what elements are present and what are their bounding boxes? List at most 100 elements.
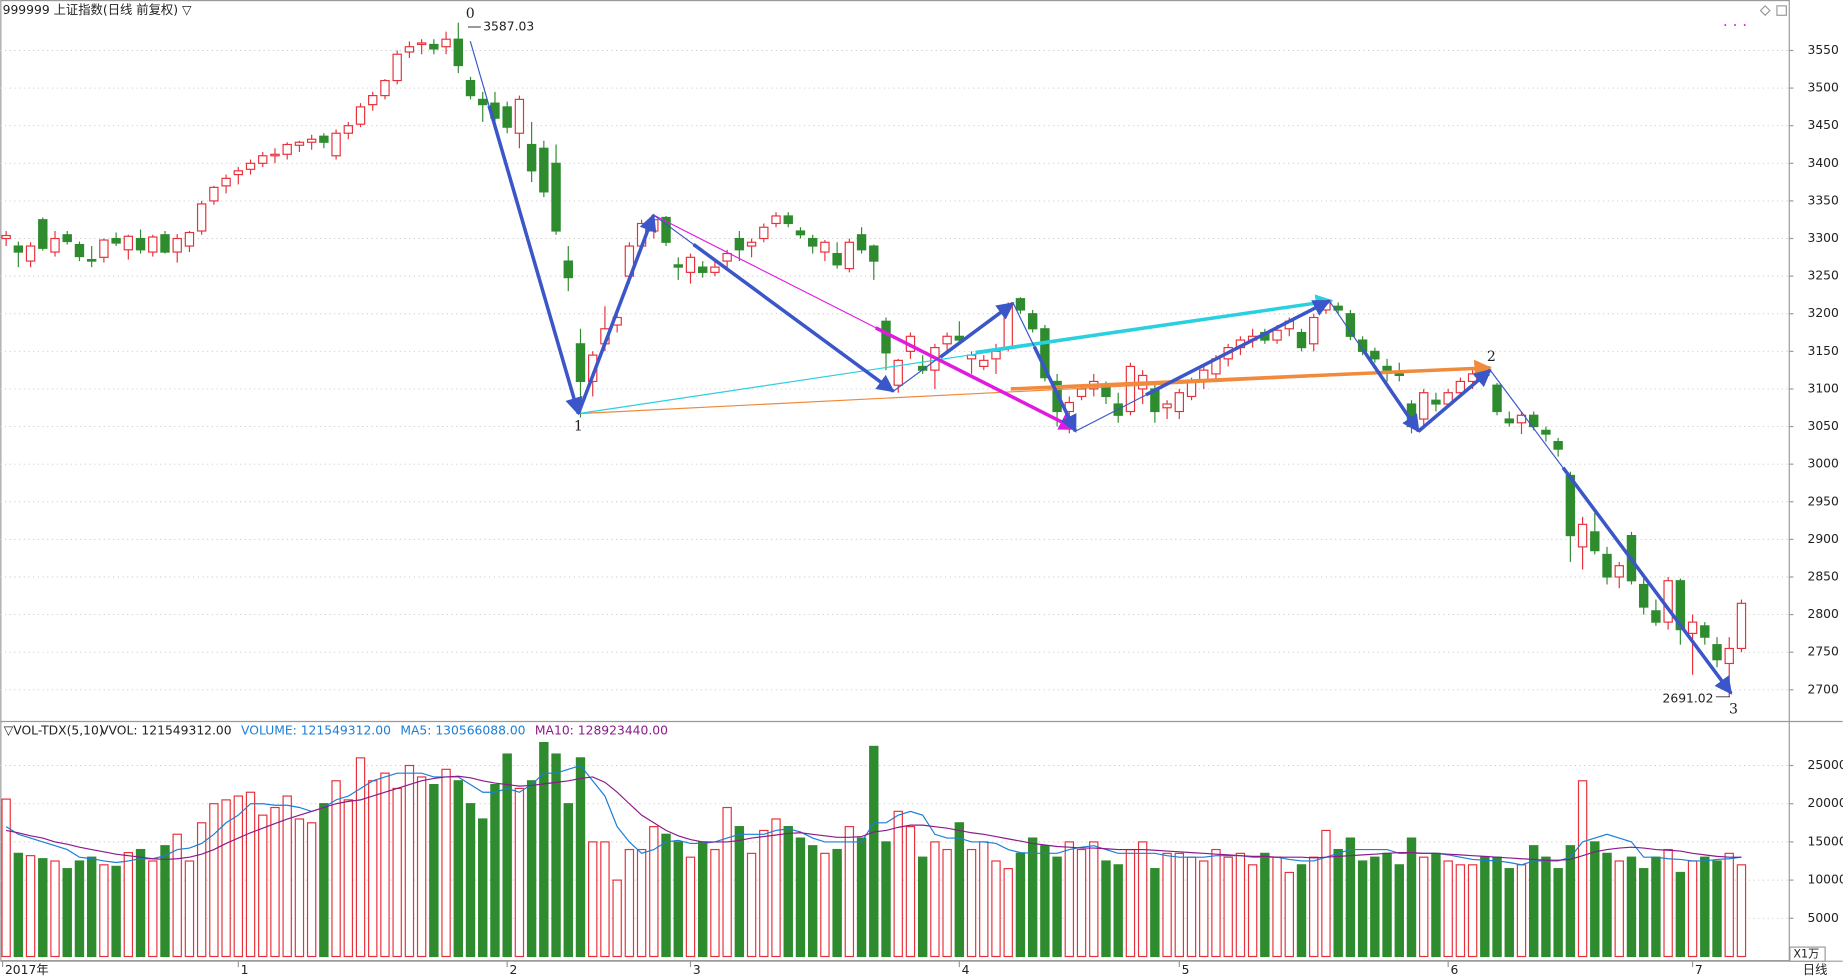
volume-bar [1577, 780, 1588, 958]
volume-bar [306, 822, 317, 958]
volume-bar [612, 879, 622, 958]
candle-body [1003, 305, 1013, 349]
annotation: 0 [466, 6, 475, 22]
volume-bar [184, 860, 195, 958]
candle-body [355, 106, 366, 125]
candle-body [771, 215, 781, 225]
window-icons: · · · [1723, 5, 1787, 34]
candle-body [1516, 414, 1527, 424]
volume-bar [966, 848, 977, 958]
candle-body [942, 335, 952, 345]
volume-bar [1333, 848, 1343, 958]
trend-arrow [1010, 359, 1492, 391]
candle-body [551, 162, 561, 232]
trend-arrow [874, 326, 1078, 431]
volume-bar [1296, 864, 1307, 958]
indicator-value: VVOL: 121549312.00 [100, 723, 232, 737]
candle-body [404, 46, 415, 53]
unit-label: X1万 [1793, 948, 1819, 961]
volume-bar [600, 841, 610, 958]
candle-body [1553, 441, 1563, 450]
candle-body [1614, 565, 1624, 578]
candle-body [1076, 388, 1087, 398]
candle-body [1, 234, 11, 240]
y-tick-label: 20000 [1807, 796, 1843, 810]
x-tick-label: 4 [962, 963, 970, 977]
volume-bar [1272, 856, 1282, 958]
candle-body [698, 266, 708, 273]
y-tick-label: 5000 [1807, 911, 1839, 925]
y-tick-label: 10000 [1807, 873, 1843, 887]
volume-bar [294, 818, 305, 958]
volume-bar [1247, 864, 1258, 958]
volume-bar [795, 837, 806, 958]
candle-body [1186, 380, 1197, 398]
annotation: 1 [574, 419, 583, 435]
volume-bar [820, 852, 830, 958]
candle-body [820, 241, 830, 253]
volume-bar [1064, 841, 1075, 958]
y-tick-label: 3300 [1807, 231, 1839, 245]
unit-box [1789, 946, 1826, 962]
volume-bar [86, 856, 97, 958]
restore-icon[interactable] [1776, 5, 1787, 16]
candle-body [539, 147, 549, 193]
candle-body [844, 241, 855, 270]
wave-arrow [692, 242, 895, 393]
candle-body [563, 260, 573, 279]
volume-bar [1736, 864, 1747, 958]
indicator-value: VOLUME: 121549312.00 [241, 723, 391, 737]
volume-bar [319, 803, 329, 958]
candle-body [869, 245, 879, 262]
volume-bar [1137, 841, 1148, 958]
volume-bar [1394, 864, 1404, 958]
volume-bar [1357, 860, 1368, 958]
volume-bar [771, 818, 781, 958]
volume-bar [673, 841, 683, 958]
volume-bar [1235, 852, 1246, 958]
volume-bar [1199, 860, 1209, 958]
volume-bar [13, 852, 24, 958]
candle-body [673, 264, 683, 268]
volume-bar [1419, 856, 1429, 958]
volume-bar [1370, 856, 1380, 958]
candle-body [233, 170, 244, 176]
volume-bar [1663, 848, 1673, 958]
volume-bar [453, 780, 463, 958]
y-tick-label: 15000 [1807, 834, 1843, 848]
volume-bar [1406, 837, 1417, 958]
volume-bar [1345, 837, 1356, 958]
candle-body [1590, 531, 1600, 552]
period-label: 日线 [1803, 963, 1828, 977]
volume-bar [1125, 848, 1136, 958]
candle-body [1577, 523, 1588, 548]
volume-bar [698, 841, 708, 958]
volume-bar [392, 787, 402, 958]
candle-body [575, 343, 586, 383]
volume-bar [1089, 841, 1099, 958]
volume-bar [1260, 852, 1270, 958]
annotation: 3 [1729, 702, 1738, 718]
candle-body [1492, 384, 1502, 413]
volume-bar [38, 858, 48, 958]
y-tick-label: 2950 [1807, 494, 1839, 508]
volume-bar [1638, 868, 1649, 958]
volume-bar [1223, 856, 1233, 958]
volume-bar [25, 855, 36, 958]
volume-bar [526, 780, 537, 958]
wave-arrow [939, 301, 1015, 359]
volume-bar [856, 837, 867, 958]
candle-body [1700, 625, 1710, 638]
candle-body [856, 234, 867, 251]
volume-bar [1015, 852, 1026, 958]
diamond-icon[interactable] [1759, 5, 1771, 17]
candle-body [148, 236, 158, 253]
candle-body [331, 132, 341, 157]
volume-bar [991, 860, 1001, 958]
volume-bar [685, 856, 696, 958]
x-tick-label: 2 [510, 963, 518, 977]
candle-body [1419, 392, 1429, 420]
trend-arrow [975, 294, 1334, 355]
volume-bar [1455, 864, 1466, 958]
candle-body [270, 153, 280, 157]
